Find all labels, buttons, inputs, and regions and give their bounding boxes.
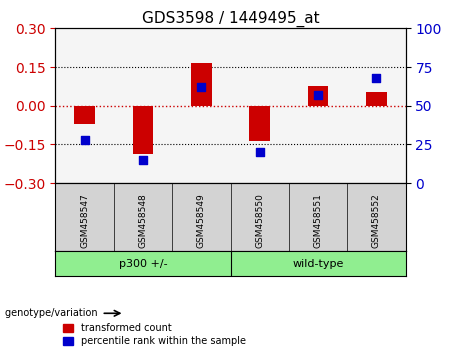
Text: genotype/variation: genotype/variation: [5, 308, 100, 318]
Text: GSM458550: GSM458550: [255, 193, 264, 248]
Point: [81, 137, 88, 143]
Point: [314, 92, 322, 98]
Text: GSM458552: GSM458552: [372, 193, 381, 248]
Legend: transformed count, percentile rank within the sample: transformed count, percentile rank withi…: [60, 320, 248, 349]
Text: GSM458551: GSM458551: [313, 193, 323, 248]
Text: GSM458547: GSM458547: [80, 193, 89, 248]
Text: GSM458548: GSM458548: [138, 193, 148, 248]
Bar: [249, 106, 270, 141]
Text: GSM458549: GSM458549: [197, 193, 206, 248]
Point: [139, 157, 147, 163]
Text: wild-type: wild-type: [292, 259, 344, 269]
Point: [256, 149, 263, 155]
Point: [198, 84, 205, 90]
Bar: [74, 106, 95, 124]
Title: GDS3598 / 1449495_at: GDS3598 / 1449495_at: [142, 11, 319, 27]
Bar: [366, 92, 387, 106]
Bar: [308, 86, 328, 106]
Bar: [191, 63, 212, 106]
Point: [373, 75, 380, 81]
Text: p300 +/-: p300 +/-: [118, 259, 167, 269]
Bar: [133, 106, 153, 154]
